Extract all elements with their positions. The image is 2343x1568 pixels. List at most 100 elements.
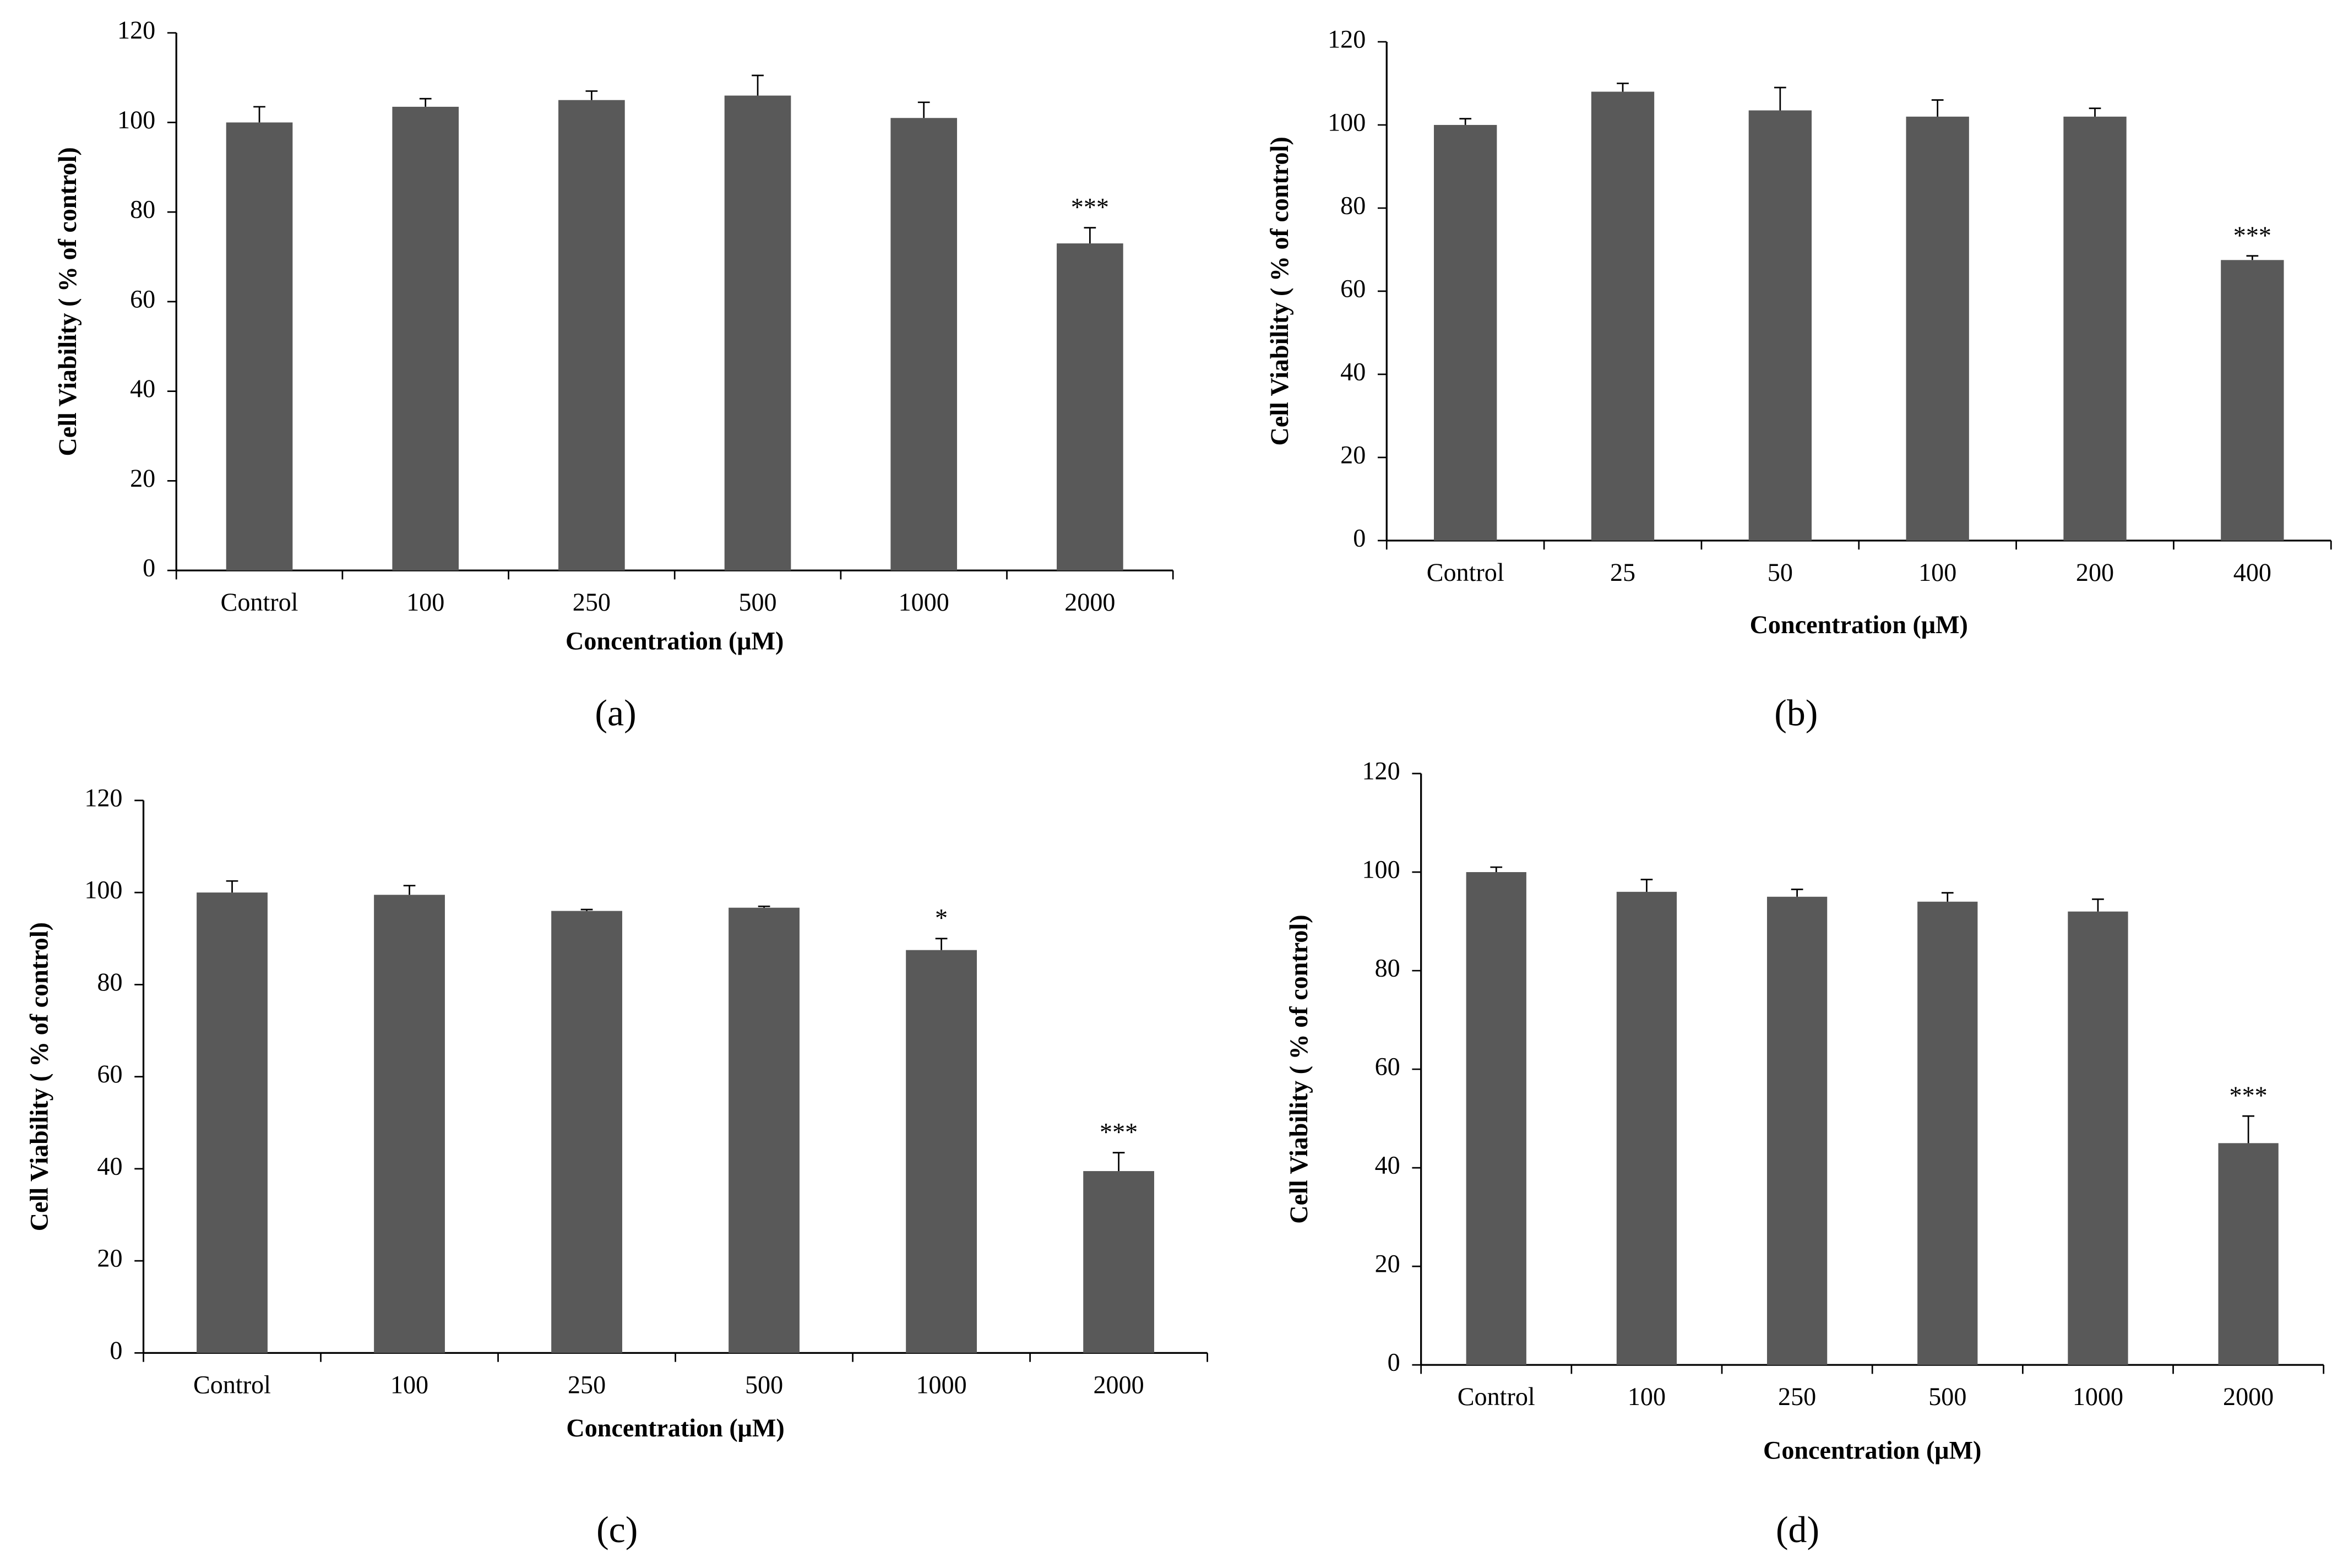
bar bbox=[2063, 116, 2127, 541]
y-axis-label: Cell Viability ( % of control) bbox=[1285, 914, 1313, 1223]
panel-label: (d) bbox=[1776, 1509, 1819, 1550]
x-axis-label: Concentration (μM) bbox=[566, 1414, 784, 1442]
error-bar bbox=[1774, 86, 1786, 111]
x-tick-label: Control bbox=[221, 588, 298, 616]
error-bar bbox=[758, 905, 770, 908]
bar bbox=[551, 911, 622, 1353]
x-tick-label: Control bbox=[1458, 1382, 1535, 1411]
bar bbox=[724, 95, 791, 571]
bar bbox=[1083, 1171, 1155, 1353]
y-tick-label: 0 bbox=[143, 554, 155, 582]
y-tick-label: 120 bbox=[1362, 757, 1400, 785]
bar bbox=[1466, 872, 1526, 1365]
bar bbox=[392, 106, 459, 571]
y-tick-label: 40 bbox=[97, 1152, 122, 1180]
error-bar bbox=[1459, 118, 1472, 125]
significance-label: *** bbox=[2230, 1081, 2268, 1109]
y-tick-label: 60 bbox=[1340, 274, 1366, 302]
bar bbox=[1748, 110, 1812, 541]
y-tick-label: 20 bbox=[130, 464, 155, 492]
y-tick-label: 120 bbox=[117, 16, 155, 44]
y-tick-label: 0 bbox=[1353, 524, 1366, 552]
x-tick-label: Control bbox=[1427, 558, 1504, 586]
y-tick-label: 100 bbox=[1362, 856, 1400, 884]
x-tick-label: 1000 bbox=[2073, 1382, 2123, 1411]
x-tick-label: 50 bbox=[1768, 558, 1793, 586]
error-bar bbox=[403, 885, 416, 895]
y-tick-label: 20 bbox=[97, 1244, 122, 1272]
x-tick-label: 100 bbox=[1918, 558, 1956, 586]
error-bar bbox=[1112, 1152, 1125, 1172]
y-tick-label: 20 bbox=[1375, 1250, 1400, 1278]
y-axis-label: Cell Viability ( % of control) bbox=[53, 147, 81, 456]
x-tick-label: 1000 bbox=[916, 1370, 966, 1398]
error-bar bbox=[2242, 1115, 2254, 1144]
x-tick-label: 2000 bbox=[1064, 588, 1115, 616]
y-tick-label: 80 bbox=[130, 195, 155, 224]
bar bbox=[197, 892, 268, 1353]
bar bbox=[2068, 911, 2128, 1365]
y-tick-label: 40 bbox=[1375, 1151, 1400, 1179]
x-tick-label: 400 bbox=[2233, 558, 2271, 586]
error-bar bbox=[752, 74, 764, 96]
error-bar bbox=[2092, 898, 2104, 912]
x-tick-label: 250 bbox=[1778, 1382, 1816, 1411]
panel-label: (a) bbox=[595, 693, 636, 734]
error-bar bbox=[1084, 227, 1096, 244]
error-bar bbox=[226, 880, 238, 893]
error-bar bbox=[580, 908, 593, 911]
significance-label: *** bbox=[1100, 1118, 1138, 1146]
error-bar bbox=[935, 938, 948, 950]
chart-panel: 0 20 40 60 80 100 120 Control 100 250 500 1000 2000 *… bbox=[53, 16, 1174, 734]
error-bar bbox=[1791, 889, 1803, 897]
y-tick-label: 120 bbox=[1328, 25, 1366, 53]
x-tick-label: 2000 bbox=[1093, 1370, 1144, 1398]
x-tick-label: Control bbox=[193, 1370, 271, 1398]
error-bar bbox=[253, 106, 265, 123]
y-tick-label: 40 bbox=[130, 374, 155, 402]
x-tick-label: 500 bbox=[738, 588, 776, 616]
x-tick-label: 250 bbox=[573, 588, 611, 616]
bar bbox=[226, 122, 293, 571]
y-tick-label: 120 bbox=[84, 783, 122, 812]
bar bbox=[1434, 124, 1497, 541]
x-tick-label: 25 bbox=[1610, 558, 1635, 586]
bar bbox=[1766, 896, 1828, 1365]
y-tick-label: 60 bbox=[97, 1060, 122, 1088]
error-bar bbox=[419, 97, 432, 107]
x-tick-label: 200 bbox=[2076, 558, 2114, 586]
x-axis-label: Concentration (μM) bbox=[1750, 611, 1968, 639]
y-axis-label: Cell Viability ( % of control) bbox=[1265, 137, 1293, 445]
bar bbox=[1057, 243, 1123, 571]
bar bbox=[2221, 260, 2284, 541]
chart-panel: 0 20 40 60 80 100 120 Control 100 250 500 1000 * 2000… bbox=[25, 783, 1208, 1550]
y-axis-label: Cell Viability ( % of control) bbox=[25, 922, 53, 1231]
bar bbox=[2218, 1143, 2279, 1365]
bar bbox=[1917, 901, 1978, 1365]
bar bbox=[906, 950, 977, 1353]
x-axis-label: Concentration (μM) bbox=[1763, 1436, 1981, 1464]
y-tick-label: 40 bbox=[1340, 357, 1366, 385]
error-bar bbox=[585, 90, 598, 100]
error-bar bbox=[1640, 879, 1653, 892]
y-tick-label: 100 bbox=[117, 106, 155, 134]
x-tick-label: 100 bbox=[1628, 1382, 1666, 1411]
chart-panel: 0 20 40 60 80 100 120 Control 100 250 500 1000 2000 *… bbox=[1285, 757, 2325, 1550]
y-tick-label: 80 bbox=[1340, 192, 1366, 220]
y-tick-label: 100 bbox=[84, 876, 122, 904]
bar bbox=[1906, 116, 1969, 541]
y-tick-label: 60 bbox=[130, 285, 155, 313]
significance-label: * bbox=[935, 904, 948, 932]
x-tick-label: 100 bbox=[390, 1370, 428, 1398]
y-tick-label: 0 bbox=[1388, 1348, 1400, 1376]
chart-panel: 0 20 40 60 80 100 120 Control 25 50 100 200 400 *** Co… bbox=[1265, 25, 2332, 733]
x-tick-label: 100 bbox=[406, 588, 444, 616]
x-axis-label: Concentration (μM) bbox=[566, 627, 784, 655]
error-bar bbox=[2246, 255, 2259, 260]
bar bbox=[729, 907, 800, 1353]
y-tick-label: 0 bbox=[110, 1336, 122, 1364]
error-bar bbox=[2089, 107, 2101, 117]
error-bar bbox=[1617, 83, 1629, 92]
y-tick-label: 20 bbox=[1340, 440, 1366, 469]
